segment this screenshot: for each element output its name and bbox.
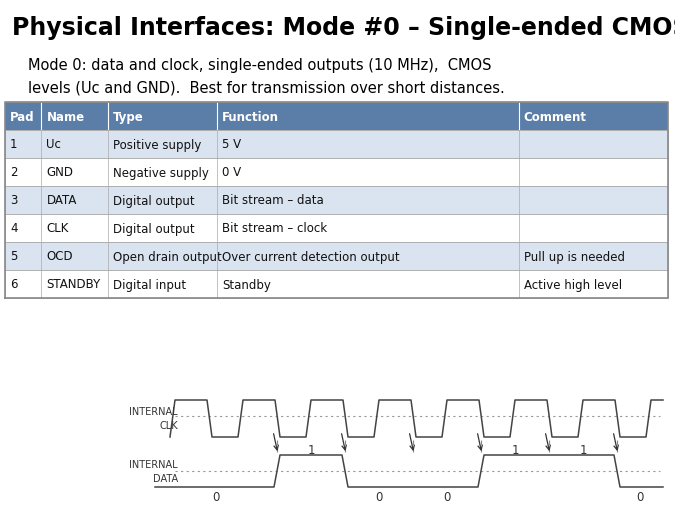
Text: GND: GND bbox=[47, 166, 74, 179]
Text: Standby: Standby bbox=[222, 278, 271, 291]
Text: 5 V: 5 V bbox=[222, 138, 241, 151]
Text: Active high level: Active high level bbox=[524, 278, 622, 291]
Text: 4: 4 bbox=[10, 222, 18, 235]
Text: Digital output: Digital output bbox=[113, 194, 194, 207]
Bar bbox=[5, 215, 668, 242]
Text: INTERNAL: INTERNAL bbox=[130, 459, 178, 469]
Bar bbox=[5, 103, 668, 131]
Text: Positive supply: Positive supply bbox=[113, 138, 201, 151]
Text: 0: 0 bbox=[213, 490, 219, 503]
Text: 1: 1 bbox=[579, 443, 587, 457]
Text: CLK: CLK bbox=[159, 421, 178, 431]
Text: Mode 0: data and clock, single-ended outputs (10 MHz),  CMOS
levels (Uc and GND): Mode 0: data and clock, single-ended out… bbox=[28, 58, 505, 95]
Text: 2: 2 bbox=[10, 166, 18, 179]
Text: 3: 3 bbox=[10, 194, 18, 207]
Text: Bit stream – clock: Bit stream – clock bbox=[222, 222, 327, 235]
Text: STANDBY: STANDBY bbox=[47, 278, 101, 291]
Text: Over current detection output: Over current detection output bbox=[222, 250, 400, 263]
Text: 6: 6 bbox=[10, 278, 18, 291]
Text: Open drain output: Open drain output bbox=[113, 250, 221, 263]
Bar bbox=[5, 131, 668, 159]
Bar bbox=[5, 187, 668, 215]
Text: 1: 1 bbox=[10, 138, 18, 151]
Text: 5: 5 bbox=[10, 250, 18, 263]
Text: INTERNAL: INTERNAL bbox=[130, 407, 178, 417]
Text: Pull up is needed: Pull up is needed bbox=[524, 250, 625, 263]
Text: Uc: Uc bbox=[47, 138, 61, 151]
Text: Comment: Comment bbox=[524, 110, 587, 123]
Text: DATA: DATA bbox=[153, 473, 178, 483]
Text: Negative supply: Negative supply bbox=[113, 166, 209, 179]
Text: Function: Function bbox=[222, 110, 279, 123]
Bar bbox=[5, 159, 668, 187]
Text: 1: 1 bbox=[307, 443, 315, 457]
Text: 1: 1 bbox=[511, 443, 519, 457]
Text: Digital output: Digital output bbox=[113, 222, 194, 235]
Text: 0: 0 bbox=[443, 490, 451, 503]
Bar bbox=[5, 271, 668, 298]
Text: OCD: OCD bbox=[47, 250, 73, 263]
Text: Pad: Pad bbox=[10, 110, 34, 123]
Text: 0: 0 bbox=[375, 490, 383, 503]
Bar bbox=[5, 242, 668, 271]
Text: Bit stream – data: Bit stream – data bbox=[222, 194, 324, 207]
Text: DATA: DATA bbox=[47, 194, 77, 207]
Text: CLK: CLK bbox=[47, 222, 69, 235]
Text: Name: Name bbox=[47, 110, 84, 123]
Text: 0: 0 bbox=[637, 490, 644, 503]
Text: Digital input: Digital input bbox=[113, 278, 186, 291]
Text: 0 V: 0 V bbox=[222, 166, 241, 179]
Text: Type: Type bbox=[113, 110, 144, 123]
Text: Physical Interfaces: Mode #0 – Single-ended CMOS: Physical Interfaces: Mode #0 – Single-en… bbox=[12, 16, 675, 40]
